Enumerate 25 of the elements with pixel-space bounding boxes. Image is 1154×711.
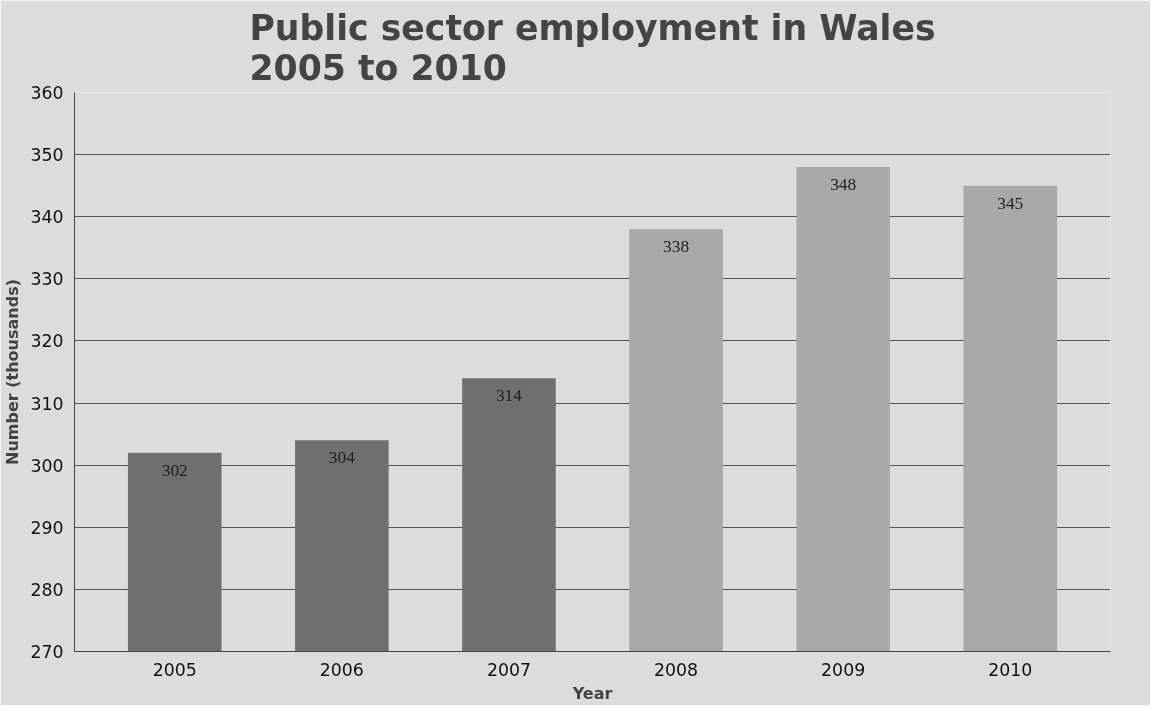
x-axis-title: Year: [571, 683, 613, 703]
data-label: 338: [663, 237, 690, 257]
data-label: 314: [495, 386, 523, 406]
y-axis-title: Number (thousands): [3, 279, 23, 465]
data-label: 345: [997, 193, 1024, 213]
x-tick-label: 2005: [152, 659, 197, 680]
x-tick-label: 2008: [654, 659, 699, 680]
y-tick-label: 360: [30, 83, 64, 103]
y-tick-label: 350: [30, 145, 64, 166]
y-tick-label: 270: [30, 642, 64, 662]
data-label: 348: [830, 175, 857, 195]
y-tick-label: 280: [30, 579, 64, 600]
y-tick-label: 310: [30, 393, 64, 414]
data-label: 304: [328, 448, 356, 468]
x-tick-label: 2010: [988, 659, 1033, 680]
y-tick-label: 340: [30, 207, 64, 228]
data-label: 302: [161, 460, 188, 480]
x-tick-label: 2007: [486, 659, 532, 680]
x-tick-label: 2009: [821, 659, 866, 680]
x-tick-label: 2006: [319, 659, 364, 680]
y-tick-label: 320: [30, 331, 64, 352]
chart-title: Public sector employment in Wales 2005 to 2010: [249, 7, 936, 88]
y-tick-label: 330: [30, 269, 64, 290]
y-tick-label: 300: [30, 455, 64, 476]
y-tick-label: 290: [30, 517, 64, 538]
